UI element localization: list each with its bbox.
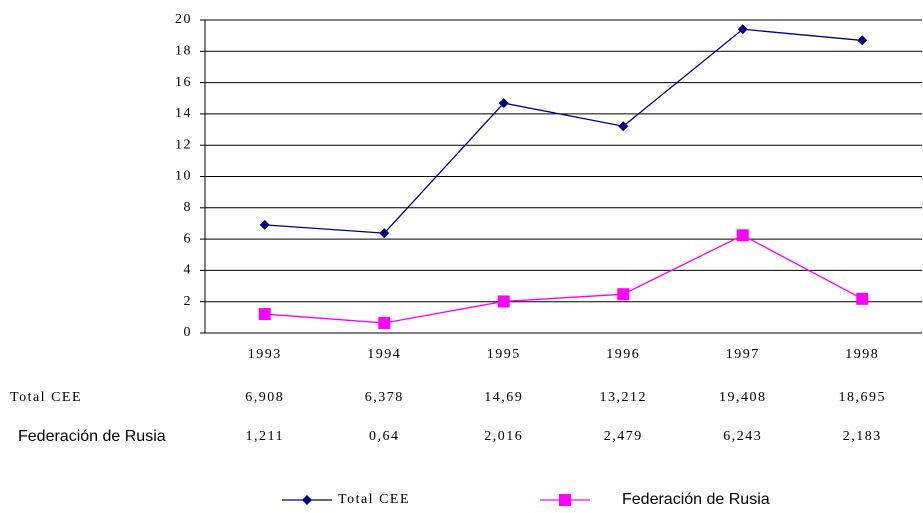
- table-value: 6,908: [245, 390, 284, 405]
- table-value: 19,408: [719, 390, 767, 405]
- marker: [736, 229, 749, 242]
- x-tick-label: 1995: [487, 347, 521, 362]
- table-value: 2,479: [604, 429, 643, 444]
- x-tick-label: 1997: [726, 347, 760, 362]
- y-tick-label: 6: [184, 231, 193, 246]
- y-tick-label: 2: [184, 294, 193, 309]
- series-line: [264, 28, 863, 234]
- legend-label: Federación de Rusia: [622, 491, 770, 508]
- y-tick-label: 16: [175, 75, 192, 90]
- table-value: 13,212: [600, 390, 648, 405]
- series-line: [264, 234, 863, 324]
- marker: [259, 219, 270, 230]
- table-row-label: Federación de Rusia: [18, 428, 166, 445]
- table-value: 2,016: [484, 429, 523, 444]
- x-tick-label: 1998: [845, 347, 879, 362]
- marker: [378, 316, 391, 329]
- marker: [856, 292, 869, 305]
- y-tick-label: 10: [175, 169, 192, 184]
- table-value: 2,183: [843, 429, 882, 444]
- y-tick-label: 18: [175, 44, 192, 59]
- marker: [617, 288, 630, 301]
- marker: [379, 228, 390, 239]
- marker: [497, 295, 510, 308]
- table-row-label: Total CEE: [10, 390, 82, 405]
- marker: [258, 308, 271, 321]
- table-value: 6,243: [723, 429, 762, 444]
- marker: [302, 495, 312, 505]
- marker: [498, 98, 509, 109]
- legend-label: Total CEE: [338, 492, 410, 507]
- marker: [559, 494, 571, 506]
- y-tick-label: 12: [175, 137, 192, 152]
- x-tick-label: 1993: [248, 347, 282, 362]
- y-tick-label: 0: [184, 325, 193, 340]
- y-tick-label: 14: [175, 106, 192, 121]
- x-tick-label: 1996: [606, 347, 640, 362]
- x-tick-label: 1994: [367, 347, 401, 362]
- table-value: 6,378: [365, 390, 404, 405]
- table-value: 1,211: [246, 429, 284, 444]
- y-tick-label: 8: [184, 200, 193, 215]
- table-value: 18,695: [839, 390, 887, 405]
- marker: [618, 121, 629, 132]
- y-tick-label: 20: [175, 12, 192, 27]
- marker: [857, 35, 868, 46]
- marker: [737, 24, 748, 35]
- table-value: 14,69: [484, 390, 523, 405]
- y-tick-label: 4: [184, 263, 193, 278]
- table-value: 0,64: [369, 429, 400, 444]
